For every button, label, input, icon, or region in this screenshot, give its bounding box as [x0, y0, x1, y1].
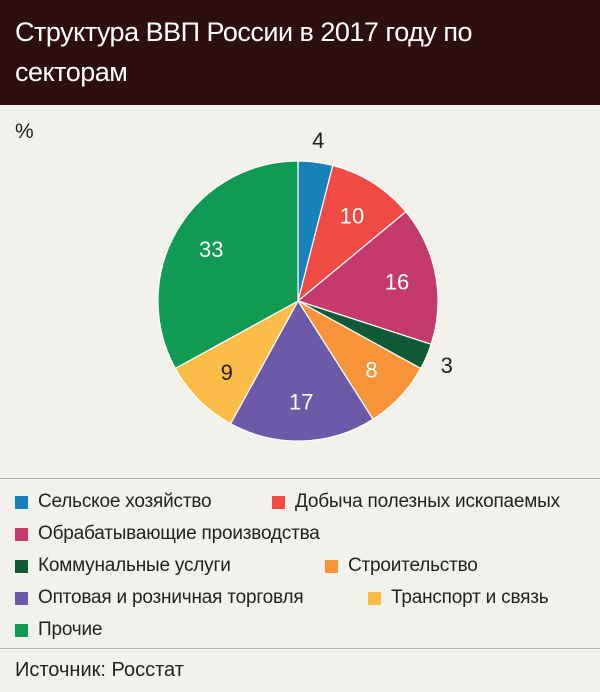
- legend-label: Сельское хозяйство: [38, 491, 212, 512]
- chart-header: Структура ВВП России в 2017 году по сект…: [0, 0, 600, 105]
- legend-item-mining: Добыча полезных ископаемых: [272, 491, 560, 513]
- legend-item-construction: Строительство: [325, 555, 478, 577]
- chart-title: Структура ВВП России в 2017 году по сект…: [15, 17, 473, 87]
- legend-swatch: [325, 559, 338, 573]
- legend: Сельское хозяйство Добыча полезных ископ…: [0, 478, 600, 649]
- source-footer: Источник: Росстат: [0, 648, 600, 692]
- legend-item-trade: Оптовая и розничная торговля: [15, 587, 304, 609]
- legend-label: Обрабатывающие производства: [38, 523, 320, 544]
- legend-label: Строительство: [348, 555, 478, 576]
- legend-label: Добыча полезных ископаемых: [295, 491, 560, 512]
- legend-swatch: [272, 495, 285, 509]
- legend-item-transport: Транспорт и связь: [368, 587, 549, 609]
- unit-label: %: [15, 120, 34, 143]
- legend-label: Прочие: [38, 619, 103, 640]
- legend-swatch: [15, 527, 28, 541]
- legend-item-utilities: Коммунальные услуги: [15, 555, 231, 577]
- pie-slice: [157, 160, 299, 370]
- slice-value-label: 10: [340, 203, 364, 228]
- legend-swatch: [15, 495, 28, 509]
- legend-label: Коммунальные услуги: [38, 555, 231, 576]
- slice-value-label: 33: [199, 237, 223, 262]
- legend-label: Транспорт и связь: [391, 587, 549, 608]
- slice-value-label: 17: [289, 389, 313, 414]
- legend-label: Оптовая и розничная торговля: [38, 587, 304, 608]
- slice-value-label: 16: [385, 270, 409, 295]
- legend-item-manufacturing: Обрабатывающие производства: [15, 523, 320, 545]
- pie-slice: [296, 164, 407, 303]
- source-text: Источник: Росстат: [15, 659, 184, 681]
- legend-swatch: [368, 591, 381, 605]
- slice-value-label: 3: [441, 353, 453, 378]
- legend-swatch: [15, 591, 28, 605]
- pie-chart: 4 10 16 3 8 17 9 33: [157, 128, 453, 442]
- pie-slice: [174, 299, 300, 425]
- pie-slice: [229, 299, 374, 442]
- slice-value-label: 9: [221, 360, 233, 385]
- slice-value-label: 4: [312, 128, 324, 153]
- legend-swatch: [15, 623, 28, 637]
- legend-item-other: Прочие: [15, 619, 102, 641]
- pie-slice: [296, 210, 439, 346]
- legend-swatch: [15, 559, 28, 573]
- legend-item-agriculture: Сельское хозяйство: [15, 491, 212, 513]
- slice-value-label: 8: [365, 358, 377, 383]
